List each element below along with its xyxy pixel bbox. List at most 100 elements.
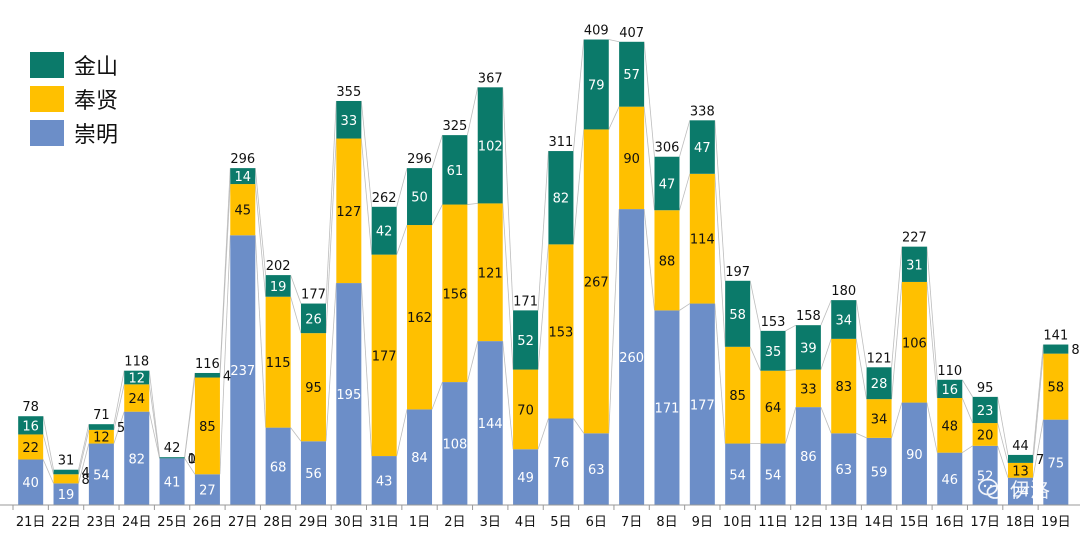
bar-segment: [230, 184, 256, 236]
series-connector: [997, 396, 1009, 455]
data-label: 19: [58, 488, 75, 503]
data-label: 48: [942, 419, 959, 434]
bar-segment: [336, 100, 362, 139]
bar-segment: [901, 281, 927, 403]
bar-segment: [265, 275, 291, 297]
x-tick-label: 26日: [193, 515, 223, 530]
total-label: 180: [831, 284, 856, 299]
x-tick-label: 5日: [550, 515, 571, 530]
bar-segment: [88, 443, 114, 505]
bar-segment: [583, 129, 609, 434]
series-connector: [42, 416, 54, 470]
series-connector: [926, 281, 938, 399]
bar-segment: [407, 409, 433, 505]
data-label: 153: [549, 325, 574, 340]
bar-segment: [18, 459, 44, 505]
series-connector: [113, 370, 125, 425]
data-label: 16: [942, 383, 959, 398]
series-connector: [926, 402, 938, 453]
total-label: 158: [796, 309, 821, 324]
bar-segment: [548, 418, 574, 505]
data-label: 127: [336, 205, 361, 220]
series-connector: [1032, 419, 1044, 478]
series-connector: [608, 209, 620, 434]
data-label: 26: [305, 312, 322, 327]
x-tick-label: 28日: [263, 515, 293, 530]
x-tick-label: 1日: [409, 515, 430, 530]
x-tick-label: 21日: [16, 515, 46, 530]
x-tick-label: 8日: [656, 515, 677, 530]
series-connector: [749, 280, 761, 331]
series-connector: [785, 324, 797, 332]
data-label: 82: [553, 192, 570, 207]
data-label: 0: [188, 452, 196, 467]
data-label: 31: [906, 258, 923, 273]
series-connector: [608, 39, 620, 43]
data-label: 42: [376, 225, 393, 240]
series-connector: [325, 138, 337, 334]
bar-segment: [725, 280, 751, 347]
series-connector: [325, 283, 337, 442]
series-connector: [891, 246, 903, 368]
bar-segment: [1007, 454, 1033, 463]
bar-segment: [442, 135, 468, 205]
series-connector: [785, 369, 796, 372]
bar-segment: [407, 168, 433, 226]
x-tick-label: 23日: [87, 515, 117, 530]
series-connector: [290, 427, 302, 442]
bar-segment: [300, 333, 326, 442]
bar-segment: [53, 469, 79, 475]
series-connector: [396, 224, 408, 255]
bar-segment: [619, 106, 645, 210]
data-label: 45: [235, 204, 252, 219]
bar-segment: [583, 39, 609, 130]
data-label: 90: [906, 448, 923, 463]
data-label: 95: [305, 381, 322, 396]
x-tick-label: 27日: [228, 515, 258, 530]
bar-segment: [442, 204, 468, 383]
data-label: 22: [22, 441, 39, 456]
series-connector: [325, 100, 337, 304]
data-label: 8: [1071, 343, 1079, 358]
bar-segment: [336, 138, 362, 284]
bar-segment: [1043, 419, 1069, 505]
series-connector: [360, 283, 373, 457]
x-tick-label: 15日: [900, 515, 930, 530]
total-label: 338: [690, 104, 715, 119]
series-connector: [78, 424, 90, 470]
bar-segment: [619, 41, 645, 107]
total-label: 262: [372, 191, 397, 206]
x-tick-label: 3日: [480, 515, 501, 530]
series-connector: [679, 120, 691, 157]
bar-segment: [654, 310, 680, 505]
data-label: 7: [1036, 453, 1044, 468]
bar-segment: [53, 474, 79, 484]
bar-segment: [972, 445, 998, 505]
series-connector: [891, 402, 903, 438]
data-label: 86: [800, 450, 817, 465]
bar-segment: [124, 411, 150, 505]
series-connector: [820, 406, 832, 434]
bar-segment: [477, 87, 503, 204]
series-connector: [537, 418, 549, 450]
data-label: 156: [442, 287, 467, 302]
total-label: 296: [230, 152, 255, 167]
x-tick-label: 11日: [758, 515, 788, 530]
series-connector: [679, 173, 691, 211]
bar-segment: [407, 225, 433, 410]
series-connector: [962, 445, 973, 453]
bar-segment: [937, 379, 963, 399]
data-label: 177: [372, 349, 397, 364]
data-label: 24: [1012, 485, 1029, 500]
bar-segment: [371, 206, 397, 255]
total-label: 311: [549, 135, 574, 150]
bar-segment: [760, 370, 786, 444]
bar-segment: [230, 168, 256, 185]
data-label: 63: [835, 463, 852, 478]
bar-segment: [265, 427, 291, 505]
bar-segment: [689, 120, 715, 174]
series-connector: [820, 338, 832, 370]
series-connector: [820, 299, 832, 326]
series-connector: [184, 372, 196, 458]
